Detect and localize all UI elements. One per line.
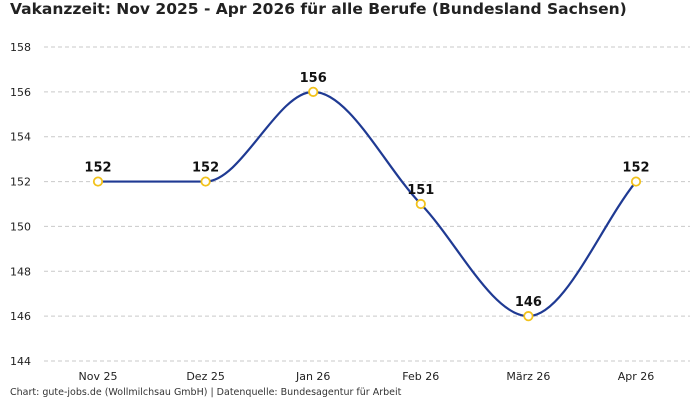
x-tick-label: Apr 26: [618, 370, 655, 383]
data-labels: 152 152 156 151 146 152: [84, 71, 649, 310]
x-tick-label: Nov 25: [79, 370, 118, 383]
y-axis-tick-labels: 144 146 148 150 152 154 156 158: [10, 41, 31, 368]
y-tick-label: 152: [10, 176, 31, 189]
x-tick-label: Dez 25: [186, 370, 225, 383]
data-label: 151: [407, 183, 434, 198]
x-axis-tick-labels: Nov 25 Dez 25 Jan 26 Feb 26 März 26 Apr 26: [79, 370, 655, 383]
grid-lines: [44, 46, 690, 362]
y-tick-label: 156: [10, 86, 31, 99]
data-point: [308, 86, 319, 97]
data-point: [630, 176, 642, 187]
x-tick-label: Feb 26: [402, 370, 439, 383]
y-tick-label: 150: [10, 220, 31, 233]
y-tick-label: 148: [10, 265, 31, 278]
data-point: [415, 198, 426, 210]
data-point: [200, 176, 211, 187]
chart-title: Vakanzzeit: Nov 2025 - Apr 2026 für alle…: [10, 0, 627, 18]
series-line: [97, 90, 637, 318]
x-tick-label: Jan 26: [295, 370, 330, 383]
data-label: 152: [192, 161, 219, 176]
y-tick-label: 158: [10, 41, 31, 54]
x-tick-label: März 26: [506, 370, 550, 383]
data-label: 146: [515, 295, 542, 310]
data-label: 152: [622, 161, 649, 176]
data-point: [92, 176, 104, 187]
data-point: [523, 311, 534, 322]
y-tick-label: 154: [10, 131, 31, 144]
data-label: 152: [84, 161, 111, 176]
source-note: Chart: gute-jobs.de (Wollmilchsau GmbH) …: [10, 387, 402, 398]
data-label: 156: [300, 71, 327, 86]
data-markers: [92, 86, 642, 322]
y-tick-label: 146: [10, 310, 31, 323]
y-tick-label: 144: [10, 355, 31, 368]
